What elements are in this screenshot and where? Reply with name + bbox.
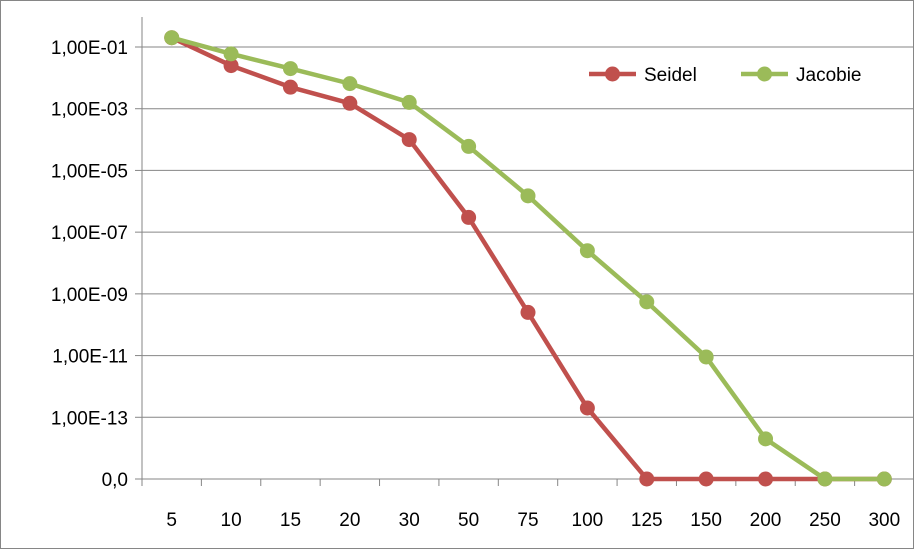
y-tick-label: 1,00E-05 (51, 161, 128, 182)
data-point-jacobie (401, 94, 417, 110)
data-point-jacobie (282, 61, 298, 77)
y-axis-tick-labels: 1,00E-01 1,00E-03 1,00E-05 1,00E-07 1,00E-09… (51, 38, 128, 491)
x-tick-label: 10 (221, 510, 242, 531)
series-group (164, 30, 892, 487)
y-tick-label: 1,00E-01 (51, 38, 128, 59)
data-point-seidel (758, 471, 774, 487)
legend-label-jacobie: Jacobie (796, 65, 862, 86)
x-tick-label: 30 (399, 510, 420, 531)
data-point-jacobie (461, 138, 477, 154)
gridlines (142, 46, 914, 418)
x-tick-label: 5 (166, 510, 177, 531)
data-point-seidel (342, 95, 358, 111)
y-tick-label: 1,00E-07 (51, 223, 128, 244)
data-point-jacobie (876, 471, 892, 487)
x-tick-label: 50 (458, 510, 479, 531)
x-tick-label: 300 (868, 510, 900, 531)
x-axis-tick-labels: 5 10 15 20 30 50 75 100 125 150 200 250 300 (166, 510, 900, 531)
legend-marker-jacobie (757, 66, 772, 82)
x-tick-label: 250 (809, 510, 841, 531)
x-tick-label: 150 (690, 510, 722, 531)
data-point-seidel (698, 471, 714, 487)
y-tick-label: 1,00E-13 (51, 408, 128, 429)
legend-marker-seidel (605, 66, 620, 82)
data-point-jacobie (639, 294, 655, 310)
data-point-jacobie (758, 431, 774, 447)
x-tick-label: 20 (339, 510, 360, 531)
data-point-jacobie (698, 349, 714, 365)
data-point-jacobie (817, 471, 833, 487)
data-point-jacobie (223, 46, 239, 62)
y-tick-label: 1,00E-03 (51, 100, 128, 121)
legend-label-seidel: Seidel (644, 65, 697, 86)
data-point-seidel (520, 304, 536, 320)
x-tick-label: 100 (572, 510, 604, 531)
data-point-jacobie (342, 76, 358, 92)
data-point-seidel (223, 58, 239, 74)
series-line-jacobie (171, 35, 885, 482)
x-tick-label: 125 (631, 510, 663, 531)
data-point-jacobie (164, 30, 180, 46)
x-tick-label: 75 (517, 510, 538, 531)
data-point-seidel (461, 209, 477, 225)
data-point-seidel (401, 132, 417, 148)
x-tick-label: 15 (280, 510, 301, 531)
y-tick-label: 0,0 (102, 470, 128, 491)
y-tick-label: 1,00E-09 (51, 285, 128, 306)
x-tick-label: 200 (750, 510, 782, 531)
data-point-jacobie (520, 188, 536, 204)
legend: Seidel Jacobie (589, 65, 862, 86)
data-point-jacobie (579, 243, 595, 259)
data-point-seidel (282, 79, 298, 95)
data-point-seidel (639, 471, 655, 487)
data-point-seidel (579, 400, 595, 416)
series-line-seidel (170, 35, 885, 482)
axes (135, 17, 914, 486)
y-tick-label: 1,00E-11 (52, 347, 128, 368)
